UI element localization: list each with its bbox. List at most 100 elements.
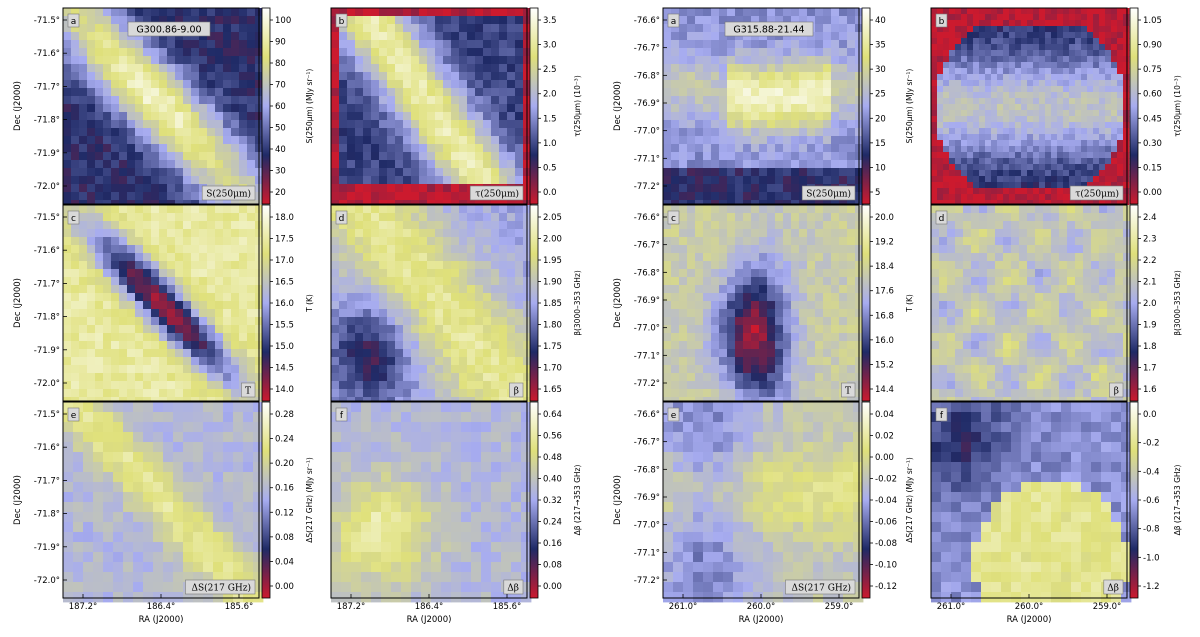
y-tick-label: -71.9°: [34, 149, 60, 159]
colorbar-tick-label: 17.5: [275, 235, 294, 245]
colorbar-tick-label: 1.95: [543, 256, 562, 266]
y-tick-label: -71.8°: [34, 313, 60, 323]
colorbar-tick-label: 0.16: [543, 539, 562, 549]
colorbar-tick-label: 1.05: [1143, 16, 1162, 26]
map-panel-f: f Δβ -1.2 -1.0 -0.8 -0.6 -0.4 -0.2 0.0 Δβ (217→35…: [930, 401, 1182, 625]
panel-letter: b: [939, 17, 945, 27]
colorbar-tick-label: -0.8: [1143, 525, 1160, 535]
panel-letter: c: [71, 214, 76, 224]
colorbar-label: ΔS(217 GHz) (MJy sr⁻¹): [905, 457, 914, 543]
x-axis-label: RA (J2000): [739, 615, 784, 625]
colorbar-tick-label: 2.0: [1143, 299, 1157, 309]
inner-label-box: [801, 185, 856, 201]
panel-letter: b: [339, 17, 345, 27]
colorbar: 14.0 14.5 15.0 15.5 16.0 16.5 17.0 17.5 18.0 T (K…: [261, 204, 314, 402]
y-tick-label: -71.7°: [34, 82, 60, 92]
colorbar-tick-label: 0.00: [543, 582, 562, 592]
map-panel-c: c T 14.4 15.2 16.0 16.8 17.6 18.4 19.2 20.0 T (K) -…: [613, 204, 914, 406]
y-axis-label: Dec (J2000): [13, 81, 23, 131]
inner-label: β: [1114, 387, 1119, 397]
colorbar-tick-label: 0.16: [275, 484, 294, 494]
colorbar-gradient: [261, 204, 271, 402]
y-tick-label: -71.5°: [34, 213, 60, 223]
y-tick-label: -71.6°: [34, 246, 60, 256]
colorbar-tick-label: 2.5: [543, 65, 557, 75]
panel-letter-box: [667, 407, 680, 422]
x-tick-label: 260.0°: [747, 602, 776, 612]
y-tick-label: -71.9°: [34, 346, 60, 356]
panel-letter-box: [67, 13, 80, 28]
colorbar-tick-label: 1.90: [543, 278, 562, 288]
panel-letter-box: [335, 210, 348, 225]
colorbar-label: Δβ (217→353 GHz): [573, 465, 582, 536]
colorbar-tick-label: 1.65: [543, 385, 562, 395]
y-tick-label: -76.9°: [634, 493, 660, 503]
y-tick-label: -76.6°: [634, 16, 660, 26]
map-panel-d: d β 1.6 1.7 1.8 1.9 2.0 2.1 2.2 2.3 2.4 β(3000–353 …: [930, 204, 1182, 406]
inner-label-box: [241, 382, 256, 398]
colorbar-tick-label: 40: [275, 145, 286, 155]
panel-letter: a: [671, 17, 677, 27]
colorbar-tick-label: 2.4: [1143, 213, 1157, 223]
colorbar-tick-label: 2.1: [1143, 278, 1157, 288]
y-tick-label: -76.7°: [634, 241, 660, 251]
colorbar: 5 10 15 20 25 30 35 40 S(250μm) (MJy sr⁻¹): [861, 7, 914, 205]
inner-label-box: [201, 185, 256, 201]
x-tick-label: 260.0°: [1015, 602, 1044, 612]
colorbar: -0.12 -0.10 -0.08 -0.06 -0.04 -0.02 0.00 0.02 0.…: [861, 401, 914, 599]
colorbar-tick-label: 16.5: [275, 278, 294, 288]
colorbar-tick-label: -0.08: [875, 539, 897, 549]
y-axis-label: Dec (J2000): [13, 278, 23, 328]
y-tick-label: -77.0°: [634, 127, 660, 137]
x-tick-label: 186.4°: [415, 602, 444, 612]
colorbar-tick-label: 0.60: [1143, 90, 1162, 100]
y-tick-label: -77.1°: [634, 351, 660, 361]
colorbar-tick-label: 20: [875, 114, 886, 124]
colorbar-tick-label: 16.0: [875, 336, 894, 346]
colorbar-tick-label: 15.5: [275, 321, 294, 331]
colorbar-tick-label: 35: [875, 41, 886, 51]
y-tick-label: -76.6°: [634, 410, 660, 420]
colorbar-label: S(250μm) (MJy sr⁻¹): [305, 69, 314, 144]
y-tick-label: -76.6°: [634, 213, 660, 223]
colorbar: 0.0 0.5 1.0 1.5 2.0 2.5 3.0 3.5 τ(250μm) (10⁻³): [529, 7, 582, 205]
colorbar: 1.6 1.7 1.8 1.9 2.0 2.1 2.2 2.3 2.4 β(3000–353 GH…: [1129, 204, 1182, 402]
panel-frame: [62, 204, 260, 402]
y-axis-label: Dec (J2000): [13, 475, 23, 525]
x-axis-label: RA (J2000): [1007, 615, 1052, 625]
inner-label: β: [514, 387, 519, 397]
y-tick-label: -71.5°: [34, 16, 60, 26]
y-tick-label: -72.0°: [34, 576, 60, 586]
y-tick-label: -76.7°: [634, 44, 660, 54]
colorbar: 0.00 0.15 0.30 0.45 0.60 0.75 0.90 1.05 τ(250μm)…: [1129, 7, 1182, 205]
x-tick-label: 185.6°: [493, 602, 522, 612]
colorbar: 20 30 40 50 60 70 80 90 100 S(250μm) (MJy sr⁻¹): [261, 7, 314, 205]
x-tick-label: 261.0°: [669, 602, 698, 612]
y-tick-label: -71.8°: [34, 116, 60, 126]
map-panel-a: a S(250μm) G300.86-9.00 20 30 40 50 60 70 80 90 100…: [13, 7, 314, 209]
panel-letter: f: [340, 411, 344, 421]
colorbar-tick-label: 60: [275, 102, 286, 112]
colorbar-tick-label: 1.6: [1143, 385, 1157, 395]
colorbar-tick-label: 80: [275, 59, 286, 69]
colorbar-tick-label: 2.00: [543, 235, 562, 245]
field-name-box: [724, 21, 814, 37]
panel-frame: [930, 204, 1128, 402]
colorbar-tick-label: 90: [275, 38, 286, 48]
inner-label-box: [841, 382, 856, 398]
colorbar-tick-label: -0.12: [875, 582, 897, 592]
colorbar-tick-label: -0.4: [1143, 467, 1160, 477]
y-tick-label: -71.5°: [34, 410, 60, 420]
map-panel-b: b τ(250μm) 0.00 0.15 0.30 0.45 0.60 0.75 0.90 1.0…: [930, 7, 1182, 207]
y-tick-label: -71.6°: [34, 443, 60, 453]
colorbar-tick-label: 14.0: [275, 385, 294, 395]
colorbar-label: S(250μm) (MJy sr⁻¹): [905, 69, 914, 144]
y-tick-label: -71.8°: [34, 510, 60, 520]
colorbar-tick-label: 0.64: [543, 410, 562, 420]
colorbar-tick-label: 25: [875, 90, 886, 100]
map-panel-c: c T 14.0 14.5 15.0 15.5 16.0 16.5 17.0 17.5 18.0 T …: [13, 204, 314, 406]
colorbar-tick-label: 17.0: [275, 256, 294, 266]
colorbar-tick-label: 1.5: [543, 114, 557, 124]
panel-letter-box: [67, 407, 80, 422]
